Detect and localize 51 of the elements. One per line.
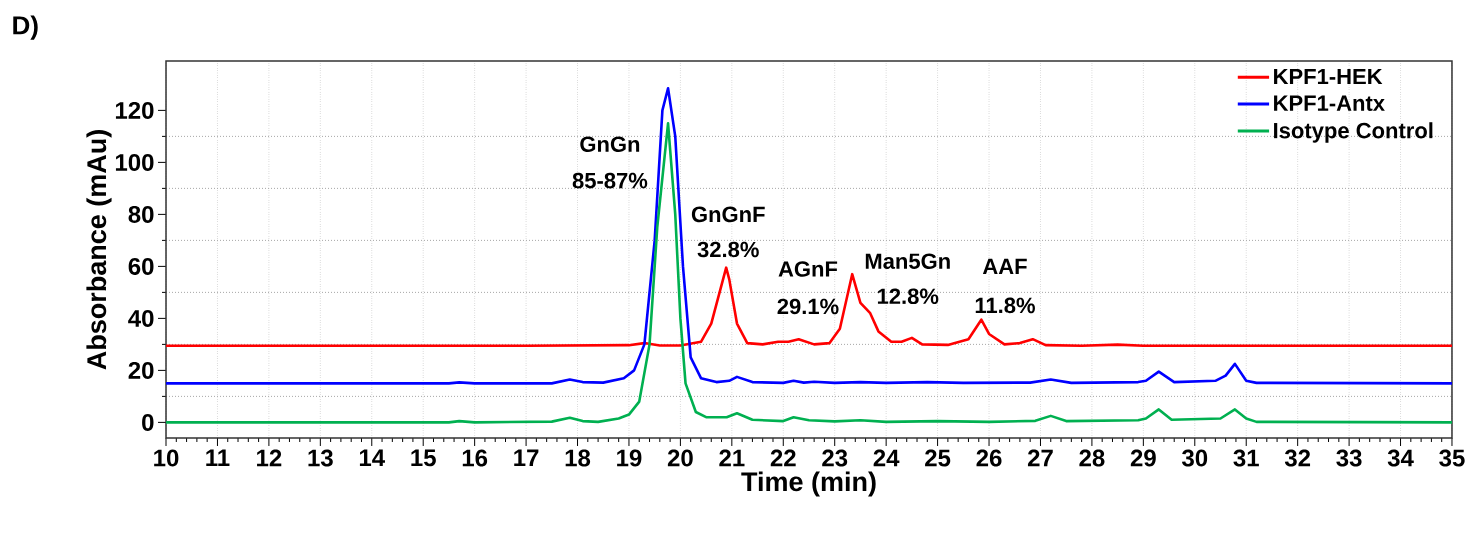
x-tick-label: 18 xyxy=(565,449,591,467)
y-tick-label: 40 xyxy=(128,309,154,327)
text: D) xyxy=(13,15,38,40)
y-tick-label: 120 xyxy=(115,101,154,119)
annotation: AGnF xyxy=(778,261,838,277)
x-tick-label: 19 xyxy=(617,449,642,467)
x-tick-label: 15 xyxy=(411,449,436,467)
x-axis-title: Time (min) xyxy=(741,471,876,497)
x-tick-label: 31 xyxy=(1233,449,1259,467)
x-tick-label: 20 xyxy=(667,449,693,467)
x-tick-label: 35 xyxy=(1439,449,1465,467)
x-tick-label: 28 xyxy=(1079,449,1105,467)
y-tick-label: 80 xyxy=(128,205,154,223)
x-tick-label: 25 xyxy=(925,449,951,467)
legend-label: KPF1-Antx xyxy=(1274,95,1385,111)
x-tick-label: 29 xyxy=(1130,449,1156,467)
x-tick-label: 32 xyxy=(1284,449,1311,467)
x-tick-label: 16 xyxy=(462,449,488,467)
x-tick-label: 34 xyxy=(1387,449,1414,467)
annotation: GnGnF xyxy=(691,206,765,223)
annotation: AAF xyxy=(982,258,1027,274)
y-tick-label: 60 xyxy=(128,257,154,275)
x-tick-label: 27 xyxy=(1027,449,1053,467)
line-series xyxy=(166,86,1452,385)
y-tick-label: 0 xyxy=(142,413,154,431)
x-tick-label: 10 xyxy=(154,449,179,467)
legend-label: Isotype Control xyxy=(1274,122,1433,143)
x-tick-label: 23 xyxy=(822,449,848,467)
x-tick-label: 24 xyxy=(873,449,900,467)
x-tick-label: 17 xyxy=(514,449,539,467)
x-tick-label: 22 xyxy=(770,449,796,467)
annotation: 29.1% xyxy=(777,298,839,315)
annotation: 32.8% xyxy=(697,241,759,258)
annotation: 11.8% xyxy=(975,297,1035,314)
line-series xyxy=(166,122,1452,424)
annotation: GnGn xyxy=(580,136,640,152)
annotation: 12.8% xyxy=(877,288,939,305)
annotation: Man5Gn xyxy=(865,253,950,269)
legend-label: KPF1-HEK xyxy=(1274,68,1383,85)
y-tick-label: 20 xyxy=(128,361,154,379)
y-axis-title: Absorbance (mAu) xyxy=(86,130,112,370)
x-tick-label: 21 xyxy=(719,449,745,467)
x-tick-label: 33 xyxy=(1336,449,1362,467)
x-tick-label: 11 xyxy=(206,449,230,467)
x-tick-label: 12 xyxy=(257,449,282,467)
x-tick-label: 26 xyxy=(976,449,1002,467)
annotation: 85-87% xyxy=(572,172,648,189)
x-tick-label: 14 xyxy=(359,449,385,467)
x-tick-label: 13 xyxy=(308,449,333,467)
y-tick-label: 100 xyxy=(115,153,154,171)
x-tick-label: 30 xyxy=(1181,449,1208,467)
